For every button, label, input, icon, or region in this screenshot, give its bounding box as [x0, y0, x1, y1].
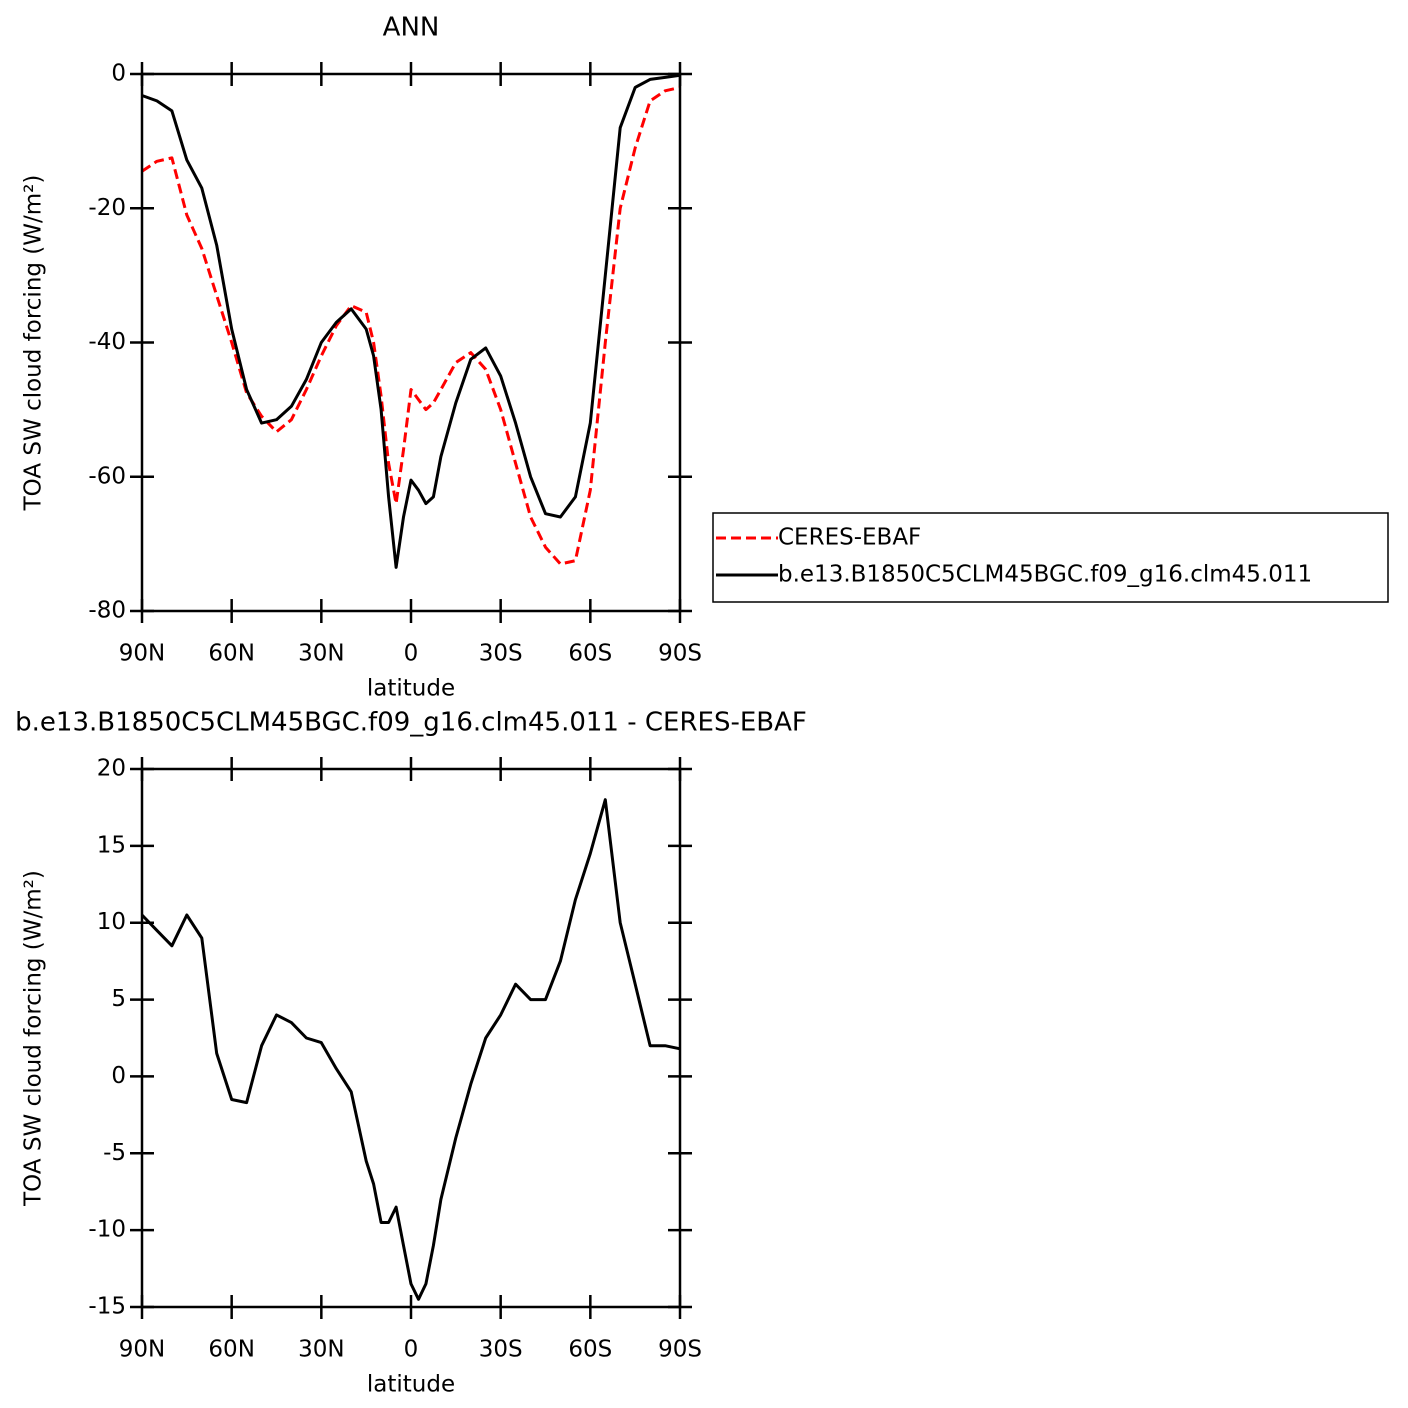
- y-tick-label: -20: [88, 195, 126, 221]
- y-axis-label: TOA SW cloud forcing (W/m²): [21, 175, 47, 512]
- chart-title: b.e13.B1850C5CLM45BGC.f09_g16.clm45.011 …: [15, 708, 807, 738]
- plot-frame: [140, 767, 682, 1309]
- y-tick-label: 0: [111, 61, 126, 87]
- legend-box: [712, 512, 1389, 603]
- y-tick-label: -60: [88, 463, 126, 489]
- x-tick-label: 0: [404, 1337, 419, 1363]
- x-tick-label: 60N: [208, 641, 254, 667]
- x-tick-label: 90S: [658, 641, 702, 667]
- x-tick-label: 30S: [479, 1337, 523, 1363]
- y-axis-label: TOA SW cloud forcing (W/m²): [21, 870, 47, 1207]
- x-axis-label: latitude: [367, 676, 455, 702]
- y-tick-label: 0: [111, 1063, 126, 1089]
- x-tick-label: 60S: [568, 641, 612, 667]
- y-tick-label: -15: [88, 1294, 126, 1320]
- x-tick-label: 90S: [658, 1337, 702, 1363]
- y-tick-label: 20: [97, 756, 126, 782]
- y-tick-label: -5: [103, 1140, 126, 1166]
- x-tick-label: 30N: [298, 641, 344, 667]
- x-tick-label: 90N: [119, 641, 165, 667]
- y-tick-label: -40: [88, 329, 126, 355]
- x-tick-label: 60N: [208, 1337, 254, 1363]
- y-tick-label: 5: [111, 986, 126, 1012]
- series-line: [141, 73, 681, 569]
- x-tick-label: 0: [404, 641, 419, 667]
- legend-label: b.e13.B1850C5CLM45BGC.f09_g16.clm45.011: [778, 562, 1312, 588]
- x-tick-label: 30N: [298, 1337, 344, 1363]
- x-tick-label: 60S: [568, 1337, 612, 1363]
- y-tick-label: -10: [88, 1217, 126, 1243]
- y-tick-label: 15: [97, 832, 126, 858]
- y-tick-label: -80: [88, 598, 126, 624]
- x-tick-label: 30S: [479, 641, 523, 667]
- series-line: [140, 798, 681, 1301]
- x-axis-label: latitude: [367, 1372, 455, 1398]
- chart-title: ANN: [383, 13, 440, 43]
- plot-frame: [140, 72, 682, 613]
- legend-label: CERES-EBAF: [778, 525, 921, 551]
- y-tick-label: 10: [97, 909, 126, 935]
- x-tick-label: 90N: [119, 1337, 165, 1363]
